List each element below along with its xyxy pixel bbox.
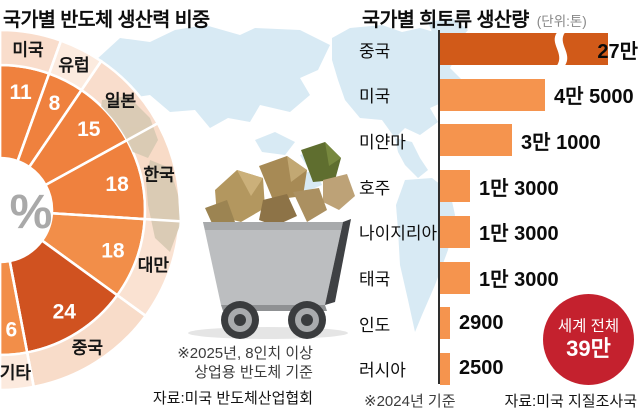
fan-value-중국: 24 (53, 300, 77, 323)
fan-label-유럽: 유럽 (58, 56, 89, 75)
bar-value-나이지리아: 1만 3000 (479, 223, 559, 246)
fan-center-symbol: % (10, 186, 53, 239)
left-note-line-1: ※2025년, 8인치 이상 (177, 345, 313, 362)
bar-인도 (440, 307, 450, 340)
unit-label: (단위:톤) (536, 14, 587, 29)
ore-rocks (205, 142, 355, 230)
left-note-line-2: 상업용 반도체 기준 (194, 364, 313, 381)
bar-value-미얀마: 3만 1000 (521, 131, 601, 154)
mine-cart-illustration (188, 142, 355, 339)
left-chart-title: 국가별 반도체 생산력 비중 (3, 9, 210, 31)
bar-category-label-중국: 중국 (359, 41, 391, 61)
map-central-america (395, 138, 428, 178)
bar-value-호주: 1만 3000 (479, 177, 559, 200)
bar-category-label-호주: 호주 (359, 178, 391, 198)
fan-label-미국: 미국 (12, 40, 44, 59)
bar-category-label-나이지리아: 나이지리아 (359, 224, 438, 244)
fan-label-일본: 일본 (105, 91, 137, 110)
fan-value-유럽: 8 (49, 92, 61, 115)
right-chart-title: 국가별 희토류 생산량 (단위:톤) (362, 3, 587, 32)
bar-value-인도: 2900 (459, 311, 504, 334)
bar-value-미국: 4만 5000 (554, 86, 634, 109)
cart-wheels (221, 301, 326, 339)
map-north-america (332, 25, 462, 138)
bar-호주 (440, 170, 470, 203)
fan-label-한국: 한국 (143, 165, 175, 184)
bar-value-중국: 27만 (597, 40, 638, 63)
left-chart-note: ※2025년, 8인치 이상 상업용 반도체 기준 자료:미국 반도체산업협회 (153, 344, 313, 408)
bar-태국 (440, 261, 470, 294)
fan-label-기타: 기타 (0, 363, 31, 382)
cart-body (203, 219, 351, 311)
cart-shadow (188, 327, 348, 339)
bar-value-태국: 1만 3000 (479, 269, 559, 291)
bar-나이지리아 (440, 215, 470, 248)
badge-value: 39만 (566, 336, 611, 361)
badge-label: 세계 전체 (557, 318, 620, 335)
fan-value-미국: 11 (10, 81, 33, 104)
bar-category-label-태국: 태국 (359, 270, 391, 289)
axis-break-icon (554, 32, 568, 66)
right-chart-source: 자료:미국 지질조사국 (504, 393, 637, 410)
fan-value-기타: 6 (5, 318, 17, 341)
right-chart-title-text: 국가별 희토류 생산량 (362, 9, 529, 31)
fan-value-일본: 15 (77, 118, 101, 141)
map-land-through-ring (100, 96, 180, 252)
bar-value-러시아: 2500 (459, 357, 504, 380)
bar-러시아 (440, 352, 450, 385)
left-chart-source: 자료:미국 반도체산업협회 (152, 390, 313, 407)
fan-value-한국: 18 (105, 173, 129, 196)
fan-value-대만: 18 (101, 240, 125, 263)
bar-category-label-미얀마: 미얀마 (359, 132, 406, 152)
map-island-1 (255, 132, 295, 155)
world-total-badge: 세계 전체 39만 (543, 294, 634, 385)
bar-category-label-미국: 미국 (359, 87, 391, 107)
map-eurasia (96, 25, 330, 128)
axis-line (438, 30, 440, 384)
bar-category-label-인도: 인도 (359, 315, 391, 335)
fan-label-대만: 대만 (138, 256, 170, 275)
bar-미얀마 (440, 124, 512, 157)
bar-category-label-러시아: 러시아 (359, 361, 406, 381)
right-chart-note: ※2024년 기준 (364, 393, 456, 410)
bar-미국 (440, 78, 545, 111)
fan-label-중국: 중국 (72, 339, 104, 358)
bar-중국 (440, 32, 608, 66)
